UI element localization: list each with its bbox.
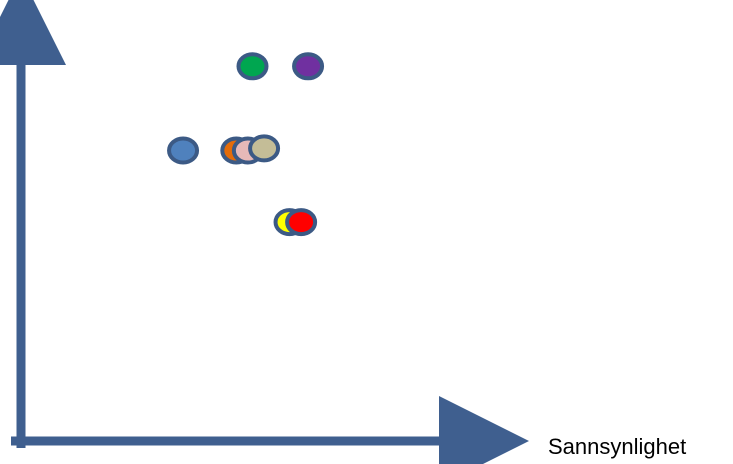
point-green (236, 52, 269, 81)
point-red (285, 208, 318, 237)
point-purple (292, 52, 325, 81)
points-layer (167, 52, 325, 237)
point-blue (167, 136, 200, 165)
point-tan (248, 134, 281, 163)
x-axis-label: Sannsynlighet (548, 434, 687, 459)
